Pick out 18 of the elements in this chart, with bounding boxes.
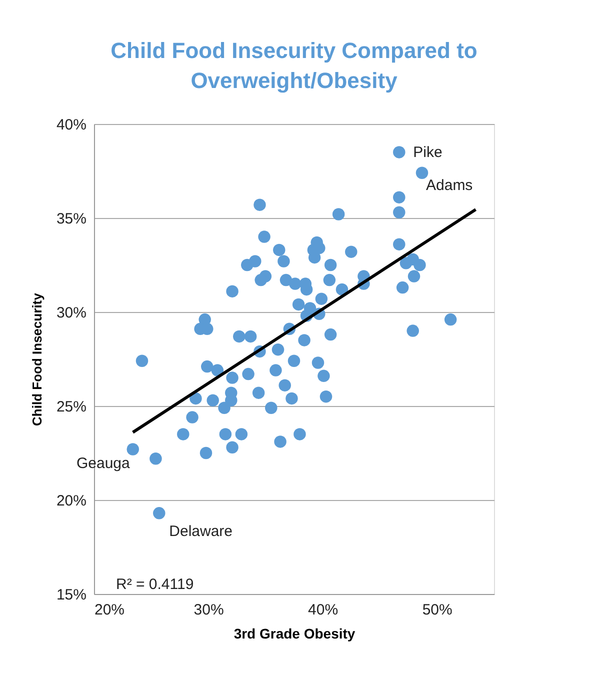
y-tick-label: 15%	[56, 586, 86, 604]
annotation: Geauga	[76, 455, 131, 472]
chart-title: Child Food Insecurity Compared to Overweight/Obesity	[110, 38, 478, 93]
annotation: Pike	[413, 144, 442, 162]
y-tick-label: 35%	[56, 210, 86, 228]
x-tick-label: 20%	[94, 602, 125, 618]
y-tick-label: 25%	[56, 398, 86, 416]
annotation: Delaware	[169, 523, 233, 540]
x-axis-title: 3rd Grade Obesity	[234, 626, 356, 642]
y-tick-label: 20%	[56, 492, 86, 510]
annotation: Adams	[426, 176, 473, 194]
y-tick-label: 40%	[56, 116, 86, 134]
x-tick-label: 40%	[308, 602, 338, 618]
y-axis-title: Child Food Insecurity	[29, 292, 44, 426]
annotation: R² = 0.4119	[116, 576, 194, 593]
y-tick-label: 30%	[56, 304, 86, 322]
x-tick-label: 30%	[194, 602, 224, 618]
x-tick-label: 50%	[422, 602, 452, 618]
